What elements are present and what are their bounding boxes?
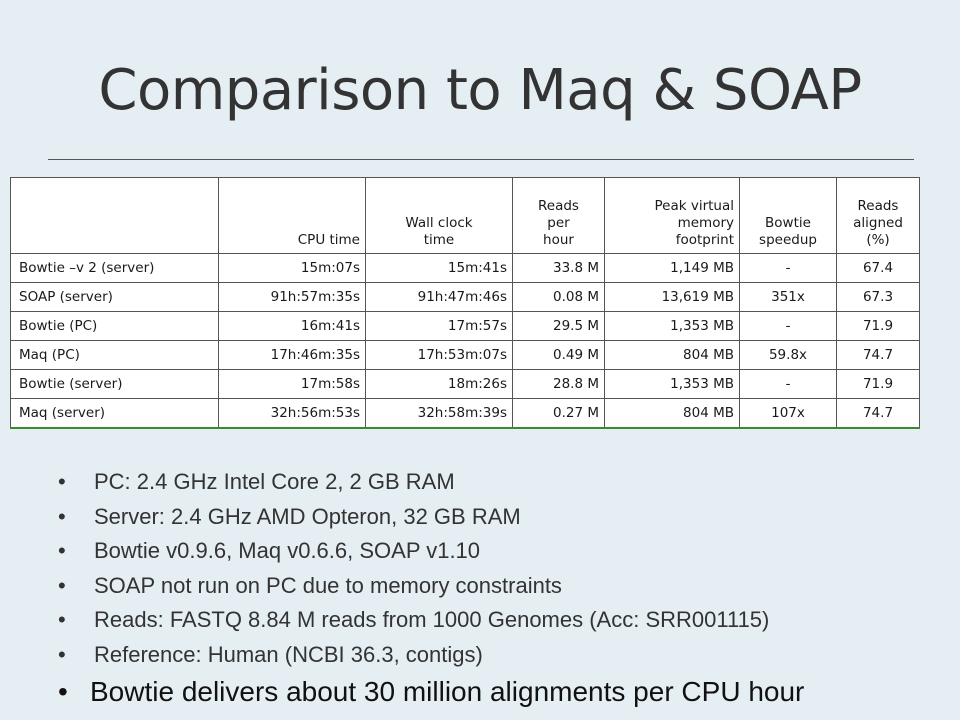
row-label-cell: Bowtie (server) (10, 369, 219, 399)
table-cell: - (739, 311, 837, 341)
bullet-item: • Server: 2.4 GHz AMD Opteron, 32 GB RAM (58, 500, 769, 535)
table-cell: 16m:41s (218, 311, 366, 341)
bullet-dot-icon: • (58, 676, 68, 707)
bullet-item: • PC: 2.4 GHz Intel Core 2, 2 GB RAM (58, 465, 769, 500)
header-cell-wall-clock: Wall clock time (365, 177, 513, 254)
table-cell: 71.9 (836, 369, 920, 399)
row-label-cell: Maq (server) (10, 398, 219, 429)
conclusion-text: Bowtie delivers about 30 million alignme… (90, 676, 805, 707)
table-cell: 0.08 M (512, 282, 605, 312)
bullet-dot-icon: • (58, 469, 66, 494)
table-cell: 18m:26s (365, 369, 513, 399)
bullet-dot-icon: • (58, 538, 66, 563)
table-cell: 17m:57s (365, 311, 513, 341)
row-label-cell: Bowtie (PC) (10, 311, 219, 341)
comparison-table: CPU time Wall clock time Reads per hour Pea… (10, 177, 920, 429)
header-cell-cpu-time: CPU time (218, 177, 366, 254)
table-row: Bowtie (PC) 16m:41s 17m:57s 29.5 M 1,353 MB -… (10, 311, 920, 341)
table-cell: 91h:47m:46s (365, 282, 513, 312)
table-cell: 17h:53m:07s (365, 340, 513, 370)
table-cell: 15m:07s (218, 253, 366, 283)
bullet-text: Reads: FASTQ 8.84 M reads from 1000 Geno… (94, 607, 770, 632)
table-row: Maq (server) 32h:56m:53s 32h:58m:39s 0.27 M… (10, 398, 920, 429)
table-cell: 74.7 (836, 340, 920, 370)
table-cell: 804 MB (604, 340, 740, 370)
table-cell: 28.8 M (512, 369, 605, 399)
table-header-row: CPU time Wall clock time Reads per hour Pea… (10, 177, 920, 254)
header-cell-reads-aligned: Reads aligned (%) (836, 177, 920, 254)
table-row: Bowtie –v 2 (server) 15m:07s 15m:41s 33.8 M… (10, 253, 920, 283)
row-label-cell: SOAP (server) (10, 282, 219, 312)
table-cell: 351x (739, 282, 837, 312)
row-label-cell: Bowtie –v 2 (server) (10, 253, 219, 283)
table-cell: 1,353 MB (604, 369, 740, 399)
table-cell: 107x (739, 398, 837, 429)
table-row: SOAP (server) 91h:57m:35s 91h:47m:46s 0.08 … (10, 282, 920, 312)
table-cell: - (739, 369, 837, 399)
table-cell: 71.9 (836, 311, 920, 341)
table-cell: 32h:56m:53s (218, 398, 366, 429)
table-cell: 13,619 MB (604, 282, 740, 312)
table-cell: 33.8 M (512, 253, 605, 283)
table-cell: 74.7 (836, 398, 920, 429)
table-cell: 15m:41s (365, 253, 513, 283)
bullet-list: • PC: 2.4 GHz Intel Core 2, 2 GB RAM • Serv… (58, 465, 769, 672)
table-cell: 1,353 MB (604, 311, 740, 341)
table-cell: 0.27 M (512, 398, 605, 429)
bullet-text: Bowtie v0.9.6, Maq v0.6.6, SOAP v1.10 (94, 538, 481, 563)
conclusion-bullet: • Bowtie delivers about 30 million align… (58, 676, 804, 708)
slide-title: Comparison to Maq & SOAP (98, 58, 862, 123)
table-cell: 32h:58m:39s (365, 398, 513, 429)
table-cell: 29.5 M (512, 311, 605, 341)
bullet-item: • Reference: Human (NCBI 36.3, contigs) (58, 638, 769, 673)
header-cell-speedup: Bowtie speedup (739, 177, 837, 254)
bullet-dot-icon: • (58, 641, 66, 667)
bullet-dot-icon: • (58, 607, 66, 632)
table-cell: 804 MB (604, 398, 740, 429)
bullet-text: Server: 2.4 GHz AMD Opteron, 32 GB RAM (94, 503, 521, 529)
table-cell: 67.3 (836, 282, 920, 312)
header-cell-label (10, 177, 219, 254)
bullet-dot-icon: • (58, 572, 66, 598)
bullet-item: • Bowtie v0.9.6, Maq v0.6.6, SOAP v1.10 (58, 534, 769, 569)
table-cell: - (739, 253, 837, 283)
table-cell: 17h:46m:35s (218, 340, 366, 370)
row-label-cell: Maq (PC) (10, 340, 219, 370)
header-cell-reads-per-hour: Reads per hour (512, 177, 605, 254)
bullet-dot-icon: • (58, 503, 66, 529)
bullet-text: PC: 2.4 GHz Intel Core 2, 2 GB RAM (94, 469, 455, 494)
bullet-text: SOAP not run on PC due to memory constra… (94, 572, 562, 598)
table-row: Bowtie (server) 17m:58s 18m:26s 28.8 M 1,353… (10, 369, 920, 399)
header-cell-memory: Peak virtual memory footprint (604, 177, 740, 254)
table-cell: 0.49 M (512, 340, 605, 370)
bullet-item: • Reads: FASTQ 8.84 M reads from 1000 Gen… (58, 603, 769, 638)
bullet-item: • SOAP not run on PC due to memory constr… (58, 569, 769, 604)
table-cell: 67.4 (836, 253, 920, 283)
title-divider (48, 159, 914, 160)
table-cell: 59.8x (739, 340, 837, 370)
bullet-text: Reference: Human (NCBI 36.3, contigs) (94, 641, 483, 667)
table-cell: 1,149 MB (604, 253, 740, 283)
table-cell: 17m:58s (218, 369, 366, 399)
table-cell: 91h:57m:35s (218, 282, 366, 312)
table-row: Maq (PC) 17h:46m:35s 17h:53m:07s 0.49 M 804 … (10, 340, 920, 370)
